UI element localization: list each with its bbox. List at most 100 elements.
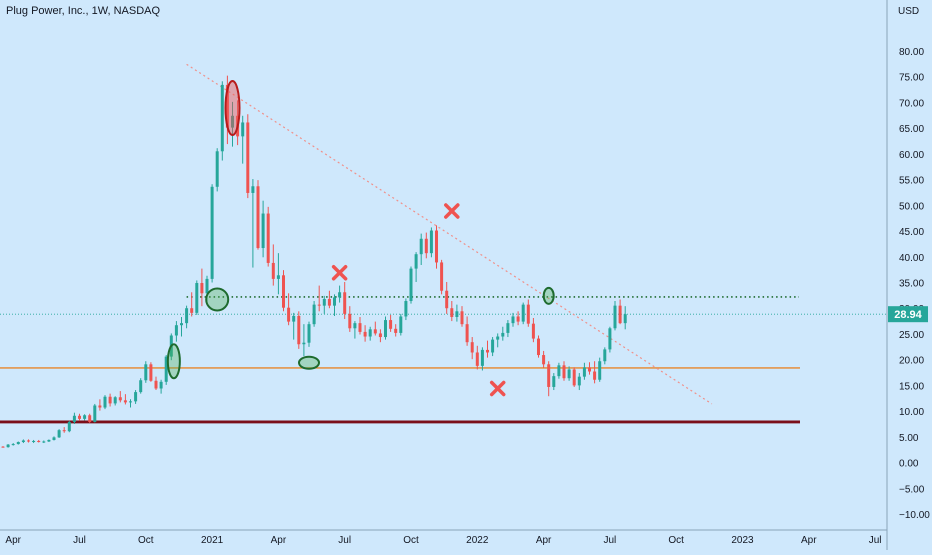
price-tick-label: 45.00 [899,227,924,238]
candle-body [159,381,163,389]
price-tick-label: 65.00 [899,124,924,135]
time-tick-label: 2021 [201,535,224,546]
candle-body [307,324,311,343]
candle-body [282,275,285,308]
candle-body [542,355,546,365]
candle-body [271,262,275,279]
candle-body [501,332,505,337]
candle-body [11,444,15,446]
price-axis: USD 80.00 75.00 70.00 65.00 60.00 55.00 50.00 45… [886,0,930,550]
green-circle-marker [205,287,230,312]
candle-body [577,376,581,386]
candle-body [465,324,469,343]
candle-body [195,283,199,313]
candle-body [83,415,87,419]
candle-body [154,380,158,389]
candle-body [185,308,189,324]
candle-body [567,369,571,379]
candle-body [384,320,387,338]
time-tick-label: Apr [801,535,817,546]
green-circle-marker [166,343,181,380]
candle-body [42,441,46,443]
time-tick-label: Jul [869,535,882,546]
currency-label: USD [898,6,919,17]
x-marker-stroke [331,264,348,281]
trendline-group [186,63,713,405]
last-price-label: 28.94 [894,309,922,321]
candles-group [1,75,627,448]
candle-body [486,349,489,353]
time-tick-label: Apr [536,535,552,546]
candle-body [603,349,607,362]
candle-body [174,325,178,336]
price-tick-label: 40.00 [899,253,924,264]
candle-body [572,369,576,386]
candle-body [225,84,229,128]
candle-body [6,444,10,448]
red-circle-marker [224,80,241,137]
time-tick-label: 2023 [731,535,754,546]
time-tick-label: Jul [73,535,86,546]
candle-body [220,84,224,152]
candle-body [399,316,403,333]
candle-body [118,397,122,401]
candle-body [134,392,138,402]
price-tick-label: −5.00 [899,484,925,495]
time-tick-label: Oct [403,535,419,546]
candle-body [276,275,280,279]
candle-body [129,401,132,403]
candle-body [470,342,474,353]
x-marker-stroke [489,380,506,397]
price-tick-label: 15.00 [899,381,924,392]
price-tick-label: 35.00 [899,279,924,290]
candle-body [67,421,71,432]
candle-body [373,329,377,334]
price-tick-label: 20.00 [899,356,924,367]
x-marker-stroke [444,203,460,219]
candle-body [496,336,500,340]
candle-body [593,371,597,380]
time-axis: Apr Jul Oct 2021 Apr Jul Oct 2022 Apr Jul Oct 2023 A… [0,529,887,546]
candle-body [557,365,561,377]
candle-body [297,315,301,345]
candle-body [164,356,168,382]
candle-body [358,323,362,332]
candle-body [419,238,423,255]
last-price-badge [888,306,928,323]
candle-body [414,254,418,269]
candle-body [455,311,459,317]
candle-body [521,304,525,322]
candle-body [113,397,117,404]
candle-body [450,308,454,317]
candle-body [231,115,234,128]
candle-body [460,311,464,325]
time-tick-label: 2022 [466,535,489,546]
candle-body [353,323,357,329]
candle-body [251,186,255,193]
green-circle-marker [298,355,320,370]
price-tick-label: 10.00 [899,407,924,418]
candle-body [37,440,41,443]
time-tick-label: Jul [604,535,617,546]
candle-body [389,320,393,329]
candle-body [317,304,321,306]
candle-body [445,290,449,309]
candle-body [108,396,112,404]
candle-body [190,308,194,313]
candle-body [47,439,51,442]
candle-body [378,333,382,338]
candle-body [52,437,56,440]
candle-body [363,331,367,337]
candle-body [200,283,204,294]
candle-body [475,352,479,366]
candle-body [588,367,591,372]
candle-body [72,415,76,422]
candle-body [608,328,612,350]
time-tick-label: Oct [138,535,154,546]
candle-body [210,186,214,279]
candle-body [256,186,260,249]
candle-body [287,307,291,322]
